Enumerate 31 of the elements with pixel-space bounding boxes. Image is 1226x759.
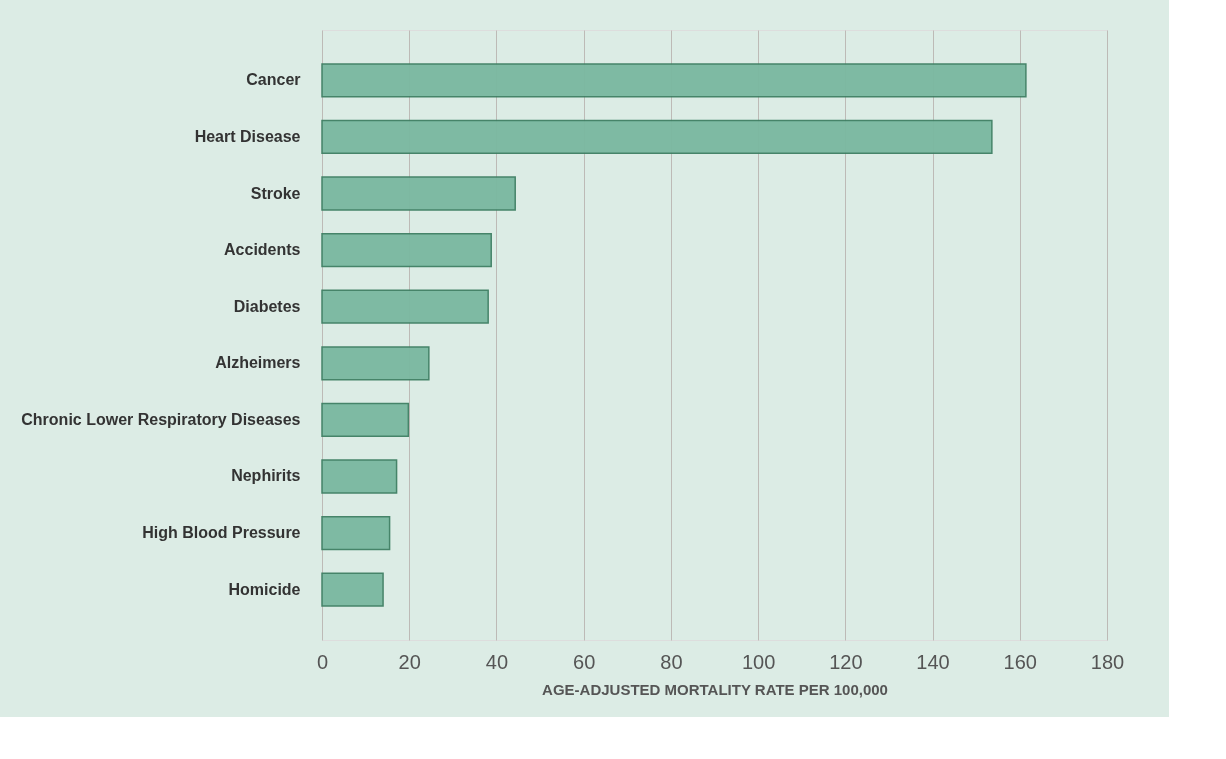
x-tick-label: 80 (660, 650, 683, 673)
x-tick-label: 140 (916, 650, 950, 673)
y-tick-label: Chronic Lower Respiratory Diseases (21, 410, 301, 428)
x-tick-label: 100 (741, 650, 776, 673)
x-tick-label: 0 (316, 650, 329, 673)
y-tick-label: High Blood Pressure (142, 524, 301, 542)
y-tick-label: Homicide (228, 580, 301, 598)
bar (321, 232, 492, 268)
y-tick-label: Accidents (224, 241, 301, 259)
x-tick-label: 60 (573, 650, 596, 673)
y-tick-label: Alzheimers (215, 354, 301, 372)
x-tick-label: 20 (398, 650, 421, 673)
x-tick-label: 40 (485, 650, 509, 673)
x-tick-label: 180 (1090, 650, 1125, 673)
y-tick-label: Nephirits (231, 467, 301, 485)
y-tick-label: Heart Disease (194, 127, 301, 145)
x-axis-title: AGE-ADJUSTED MORTALITY RATE PER 100,000 (542, 680, 888, 698)
y-tick-label: Diabetes (233, 297, 301, 315)
bar (321, 402, 410, 438)
bar (321, 289, 489, 324)
x-tick-label: 160 (1003, 650, 1037, 673)
y-tick-label: Cancer (246, 71, 301, 89)
bar (321, 572, 384, 607)
bar (321, 459, 398, 494)
y-tick-label: Stroke (250, 184, 301, 202)
bar (321, 119, 993, 155)
bar (321, 63, 1027, 98)
bar (321, 346, 430, 381)
bar (321, 515, 391, 551)
x-tick-label: 120 (829, 650, 863, 673)
bar (321, 176, 516, 211)
